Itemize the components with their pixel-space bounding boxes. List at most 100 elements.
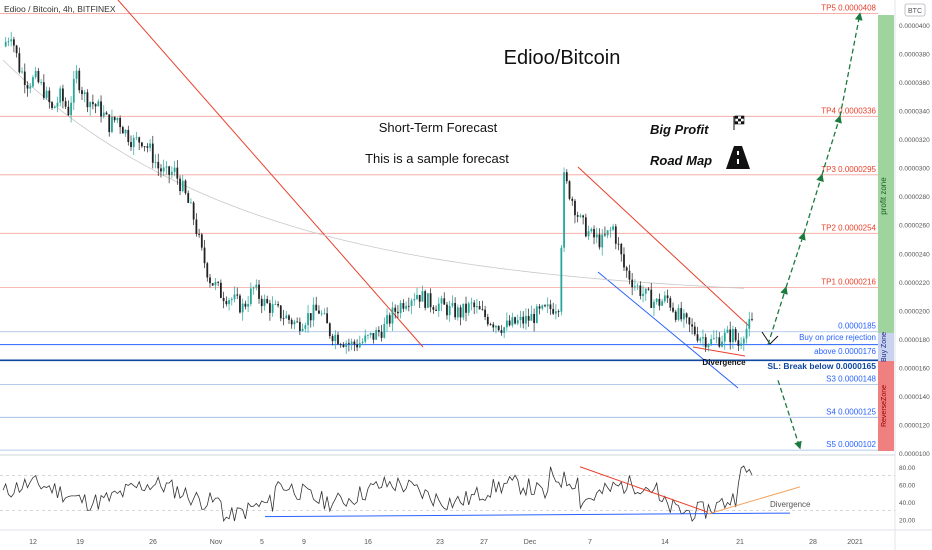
candle-body	[130, 142, 132, 148]
candle-body	[348, 343, 350, 345]
candle-body	[620, 243, 623, 255]
candle-body	[486, 316, 489, 325]
candle-body	[418, 294, 421, 302]
time-tick-label: 16	[364, 539, 372, 546]
price-tick-label: 0.0000160	[899, 365, 930, 372]
forecast-arrow	[839, 12, 863, 117]
forecast-arrows	[761, 12, 863, 450]
candle-body	[748, 319, 751, 329]
time-tick-label: 14	[661, 539, 669, 546]
candle-body	[48, 90, 51, 103]
time-tick-label: 26	[149, 539, 157, 546]
time-tick-label: 9	[302, 539, 306, 546]
candle-body	[593, 228, 595, 238]
candle-body	[288, 315, 290, 320]
candle-body	[470, 302, 473, 304]
candle-body	[111, 116, 113, 133]
time-tick-label: 5	[260, 539, 264, 546]
candle-body	[465, 303, 467, 313]
currency-badge-label: BTC	[908, 8, 922, 15]
candle-body	[563, 172, 565, 248]
candle-body	[614, 226, 617, 244]
candle-body	[345, 343, 348, 347]
candle-body	[691, 324, 693, 327]
candle-body	[740, 343, 743, 346]
candle-body	[241, 303, 244, 313]
candle-body	[151, 143, 154, 163]
candle-body	[304, 325, 307, 329]
candle-body	[138, 137, 141, 143]
candle-body	[192, 202, 195, 220]
price-tick-label: 0.0000260	[899, 223, 930, 230]
candle-body	[633, 286, 636, 288]
rsi-support-line	[264, 512, 791, 518]
candle-body	[105, 112, 108, 115]
candle-body	[190, 202, 192, 204]
rsi-tick-label: 80.00	[899, 465, 916, 472]
candle-body	[86, 92, 89, 108]
candle-body	[271, 304, 274, 313]
candle-body	[489, 324, 492, 325]
candle-body	[612, 226, 614, 230]
candle-body	[582, 215, 585, 218]
candle-body	[680, 308, 683, 320]
candle-body	[511, 317, 514, 326]
currency-badge[interactable]	[904, 3, 926, 17]
candle-body	[604, 234, 606, 236]
candle-body	[339, 344, 342, 345]
candle-body	[301, 328, 304, 332]
candle-body	[285, 315, 288, 319]
candle-body	[693, 326, 696, 335]
candle-body	[530, 313, 533, 321]
candle-body	[51, 102, 53, 108]
candle-body	[228, 300, 230, 305]
candle-body	[342, 344, 345, 347]
candle-body	[358, 343, 361, 348]
candle-body	[377, 330, 380, 332]
time-tick-label: 19	[76, 539, 84, 546]
candle-body	[677, 308, 680, 320]
price-tick-label: 0.0000200	[899, 308, 930, 315]
candle-body	[726, 329, 729, 333]
candle-body	[121, 127, 124, 134]
candle-body	[712, 338, 715, 340]
candle-body	[269, 303, 271, 313]
candle-body	[718, 337, 721, 347]
candle-body	[10, 39, 13, 42]
candle-body	[609, 229, 612, 231]
candle-body	[187, 193, 190, 203]
candle-body	[568, 181, 571, 199]
candle-body	[522, 316, 525, 324]
candle-body	[454, 303, 457, 318]
candle-body	[102, 112, 105, 117]
candle-body	[554, 311, 557, 314]
candle-body	[386, 315, 388, 325]
candle-body	[4, 41, 7, 47]
candle-body	[282, 318, 285, 320]
candle-body	[745, 328, 748, 339]
candle-body	[459, 307, 462, 318]
candle-body	[160, 168, 162, 172]
forecast-arrow	[767, 286, 788, 345]
candle-body	[375, 330, 378, 340]
candle-body	[549, 304, 552, 310]
forecast-arrow	[785, 232, 806, 288]
price-tick-label: 0.0000300	[899, 166, 930, 173]
candle-body	[402, 303, 405, 309]
candle-body	[184, 180, 187, 194]
candle-body	[323, 313, 326, 315]
candle-body	[200, 234, 203, 248]
candle-body	[628, 270, 631, 280]
candle-body	[277, 304, 279, 306]
candle-body	[661, 301, 664, 306]
reverse-zone-label: ReverseZone	[881, 385, 888, 427]
rsi-tick-label: 60.00	[899, 482, 916, 489]
price-tick-label: 0.0000120	[899, 422, 930, 429]
candle-body	[89, 102, 92, 108]
candle-body	[309, 313, 312, 321]
candle-body	[100, 101, 102, 117]
resistance-trendline	[577, 166, 751, 328]
divergence-line	[692, 346, 746, 357]
candle-body	[446, 304, 448, 316]
